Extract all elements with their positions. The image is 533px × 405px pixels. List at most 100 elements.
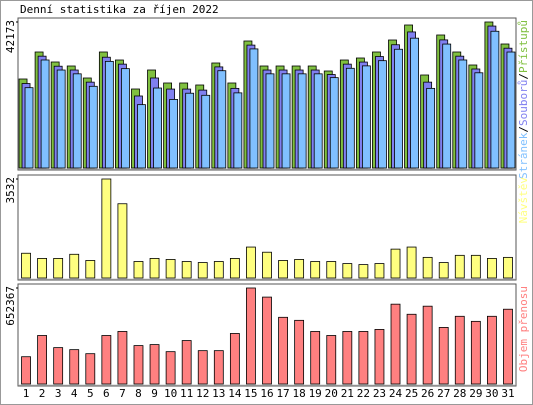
x-tick-label: 30 [485,387,498,400]
legend: Stránek/Souborů/Přístupů [517,20,530,179]
bar [37,335,47,385]
bar [21,252,31,279]
bar [246,287,256,385]
x-tick-label: 31 [501,387,514,400]
bar [233,92,243,169]
bar [101,335,112,385]
bar [297,73,307,169]
y-tick-label: 42173 [4,20,17,53]
legend-entry: Návštěv [517,177,530,224]
bar [213,350,224,385]
bar [153,87,162,169]
bar [229,333,240,385]
bar [262,296,272,385]
bar [470,320,481,385]
bar [133,345,144,385]
legend: Návštěv [517,177,530,224]
x-tick-label: 7 [119,387,126,400]
bar [169,99,179,169]
bar [406,313,417,385]
bar [294,319,305,385]
bar [217,70,227,169]
bar [229,258,240,279]
bar [374,329,385,385]
bar [265,73,275,169]
x-tick-label: 10 [164,387,177,400]
x-tick-label: 21 [341,387,354,400]
bar [487,258,497,279]
bar [326,335,337,385]
x-tick-label: 26 [421,387,434,400]
bar [85,260,96,279]
bar [358,264,369,279]
x-tick-label: 9 [151,387,158,400]
bar [310,331,321,385]
bar [117,203,128,279]
x-tick-label: 22 [357,387,370,400]
bar [201,94,211,169]
legend-entry: Stránek [517,132,530,179]
bar [394,48,403,169]
bar [361,65,371,169]
bar [406,246,417,279]
bar [278,260,288,279]
x-tick-label: 28 [453,387,466,400]
legend: Objem přenosu [517,286,530,372]
bar [88,85,98,169]
x-tick-label: 3 [55,387,62,400]
bar [458,59,468,169]
x-tick-label: 5 [87,387,94,400]
bar [426,87,436,169]
bar [438,262,449,279]
bar [506,51,516,169]
bar [104,60,114,169]
bar [246,246,256,279]
bar [278,316,288,385]
x-tick-label: 25 [405,387,418,400]
bar [85,353,96,385]
legend-entry: Přístupů [517,20,530,73]
x-tick-label: 20 [325,387,338,400]
bar [197,350,208,385]
bar [24,87,34,169]
x-tick-label: 18 [293,387,306,400]
x-tick-label: 8 [135,387,142,400]
bar [213,261,224,279]
bar [72,73,82,169]
bar [137,104,146,169]
x-tick-label: 24 [389,387,403,400]
x-tick-label: 16 [260,387,273,400]
bar [249,48,259,169]
bar [40,59,50,169]
bar [454,315,465,385]
bar [56,69,66,169]
bar [197,262,208,279]
legend-separator: / [517,126,530,133]
bar [487,315,497,385]
bar [470,254,481,279]
bar [374,263,385,279]
x-tick-label: 14 [228,387,242,400]
bar [342,331,353,385]
x-tick-label: 19 [309,387,322,400]
bar [503,256,513,279]
bar [53,347,64,385]
x-tick-label: 17 [276,387,289,400]
bar [422,305,433,385]
x-tick-label: 12 [196,387,209,400]
x-tick-label: 1 [23,387,30,400]
bar [313,73,323,169]
legend-separator: / [517,73,530,80]
bar [326,261,337,279]
x-tick-label: 29 [469,387,482,400]
bar [181,261,192,279]
bar [422,256,433,279]
x-tick-label: 15 [244,387,257,400]
bar [454,254,465,279]
legend-entry: Objem přenosu [517,286,530,372]
y-tick-label: 652367 [4,286,17,326]
x-tick-label: 6 [103,387,110,400]
bar [474,72,484,169]
legend-entry: Souborů [517,80,530,126]
